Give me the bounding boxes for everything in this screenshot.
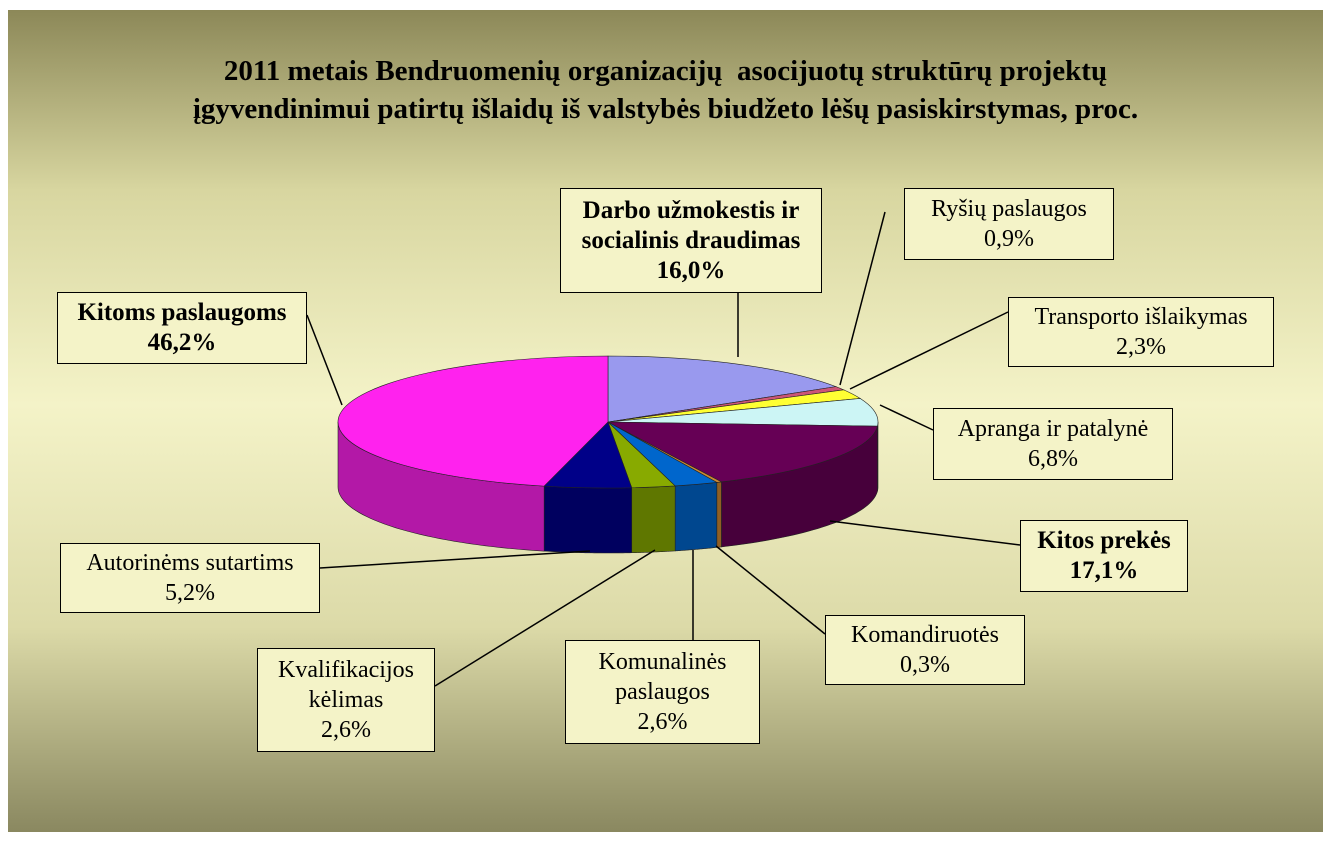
leader-line	[879, 404, 934, 431]
pie-side	[631, 485, 676, 554]
pie-slice	[607, 421, 878, 483]
chart-title: 2011 metais Bendruomenių organizacijų as…	[8, 52, 1323, 128]
category-label: Apranga ir patalynė	[957, 416, 1149, 442]
data-label: Ryšių paslaugos 0,9%	[904, 188, 1114, 260]
data-label: Komandiruotės 0,3%	[825, 615, 1025, 685]
category-label: Komandiruotės	[851, 622, 999, 648]
pie-side	[543, 485, 633, 554]
leader-line	[849, 311, 1009, 390]
value-label: 46,2%	[147, 329, 217, 356]
title-line: įgyvendinimui patirtų išlaidų iš valstyb…	[192, 93, 1139, 125]
leader-line	[839, 211, 886, 386]
title-line: 2011 metais Bendruomenių organizacijų as…	[223, 55, 1108, 87]
pie-slice	[607, 355, 838, 423]
pie-side	[674, 482, 718, 552]
value-label: 17,1%	[1069, 557, 1139, 584]
leader-line	[434, 549, 656, 687]
leader-line	[715, 545, 826, 635]
pie-slice	[607, 398, 879, 427]
category-label: Kvalifikacijos kėlimas	[278, 657, 414, 713]
category-label: Komunalinės paslaugos	[598, 649, 727, 705]
data-label: Komunalinės paslaugos 2,6%	[565, 640, 760, 744]
data-label: Kitos prekės 17,1%	[1020, 520, 1188, 592]
value-label: 16,0%	[656, 256, 726, 284]
data-label: Autorinėms sutartims 5,2%	[60, 543, 320, 613]
leader-line	[319, 550, 591, 569]
value-label: 5,2%	[165, 580, 215, 606]
category-label: Kitos prekės	[1037, 527, 1171, 554]
value-label: 2,6%	[637, 709, 688, 735]
data-label: Kvalifikacijos kėlimas 2,6%	[257, 648, 435, 752]
data-label: Apranga ir patalynė 6,8%	[933, 408, 1173, 480]
pie-side	[716, 481, 722, 548]
data-label: Darbo užmokestis ir socialinis draudimas…	[560, 188, 822, 293]
value-label: 0,3%	[900, 652, 950, 678]
data-label: Transporto išlaikymas 2,3%	[1008, 297, 1274, 367]
category-label: Autorinėms sutartims	[86, 550, 294, 576]
category-label: Kitoms paslaugoms	[77, 299, 287, 326]
leader-line	[829, 520, 1021, 546]
category-label: Darbo užmokestis ir socialinis draudimas	[581, 196, 801, 254]
category-label: Ryšių paslaugos	[931, 196, 1087, 222]
data-label: Kitoms paslaugoms 46,2%	[57, 292, 307, 364]
value-label: 2,3%	[1116, 334, 1166, 360]
value-label: 2,6%	[321, 717, 371, 743]
value-label: 6,8%	[1028, 446, 1078, 472]
leader-line	[306, 314, 343, 406]
category-label: Transporto išlaikymas	[1034, 304, 1248, 330]
value-label: 0,9%	[984, 226, 1034, 252]
pie-slice	[337, 355, 609, 487]
